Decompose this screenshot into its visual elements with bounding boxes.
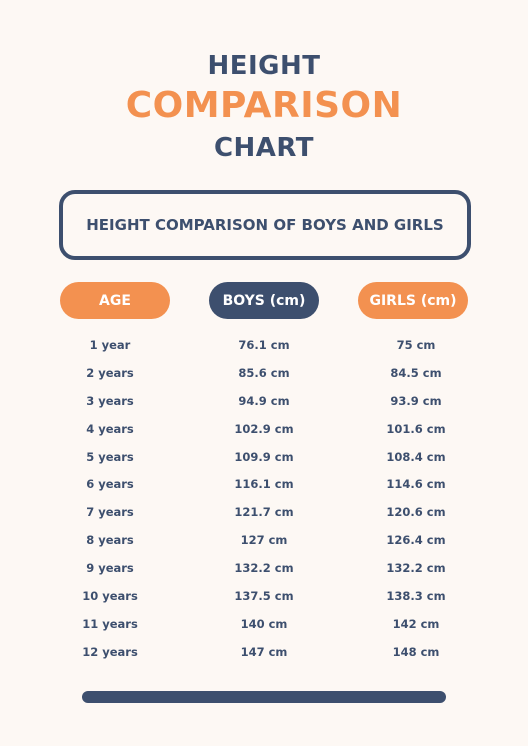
table-row: 6 years 116.1 cm 114.6 cm <box>0 473 528 501</box>
boys-height-cell: 132.2 cm <box>234 561 294 576</box>
age-cell: 2 years <box>86 365 134 380</box>
decorative-footer-bar <box>82 691 446 703</box>
boys-height-cell: 140 cm <box>240 616 288 631</box>
boys-height-cell: 121.7 cm <box>234 505 294 520</box>
girls-height-cell: 84.5 cm <box>390 365 442 380</box>
boys-height-cell: 76.1 cm <box>238 338 290 352</box>
age-cell: 12 years <box>82 644 138 659</box>
age-cell: 7 years <box>86 505 134 520</box>
table-row: 10 years 137.5 cm 138.3 cm <box>0 585 528 613</box>
title-line-height: HEIGHT <box>207 51 321 81</box>
age-cell: 10 years <box>82 589 138 604</box>
age-cell: 3 years <box>86 393 134 408</box>
boys-height-cell: 109.9 cm <box>234 449 294 464</box>
table-row: 8 years 127 cm 126.4 cm <box>0 529 528 557</box>
boys-height-cell: 127 cm <box>240 533 288 548</box>
table-row: 1 year 76.1 cm 75 cm <box>0 334 528 362</box>
page-title: HEIGHT COMPARISON CHART <box>0 48 528 166</box>
table-row: 4 years 102.9 cm 101.6 cm <box>0 418 528 446</box>
height-table: 1 year 76.1 cm 75 cm 2 years 85.6 cm 84.… <box>0 334 528 669</box>
age-cell: 4 years <box>86 421 134 436</box>
table-row: 3 years 94.9 cm 93.9 cm <box>0 390 528 418</box>
age-cell: 6 years <box>86 477 134 492</box>
girls-height-cell: 114.6 cm <box>386 477 446 492</box>
boys-height-cell: 102.9 cm <box>234 421 294 436</box>
title-line-chart: CHART <box>213 133 315 163</box>
girls-height-cell: 75 cm <box>396 338 436 352</box>
column-header-boys: BOYS (cm) <box>209 282 319 319</box>
girls-height-cell: 93.9 cm <box>390 393 442 408</box>
table-row: 2 years 85.6 cm 84.5 cm <box>0 362 528 390</box>
girls-height-cell: 132.2 cm <box>386 561 446 576</box>
subtitle-text: HEIGHT COMPARISON OF BOYS AND GIRLS <box>86 216 444 234</box>
table-row: 11 years 140 cm 142 cm <box>0 613 528 641</box>
age-cell: 11 years <box>82 616 138 631</box>
boys-height-cell: 116.1 cm <box>234 477 294 492</box>
age-cell: 1 year <box>89 338 131 352</box>
table-row: 12 years 147 cm 148 cm <box>0 641 528 669</box>
title-line-comparison: COMPARISON <box>125 85 403 126</box>
subtitle-box: HEIGHT COMPARISON OF BOYS AND GIRLS <box>59 190 471 260</box>
boys-height-cell: 85.6 cm <box>238 365 290 380</box>
girls-height-cell: 138.3 cm <box>386 589 446 604</box>
girls-height-cell: 120.6 cm <box>386 505 446 520</box>
girls-height-cell: 108.4 cm <box>386 449 446 464</box>
age-cell: 8 years <box>86 533 134 548</box>
table-row: 9 years 132.2 cm 132.2 cm <box>0 557 528 585</box>
table-row: 5 years 109.9 cm 108.4 cm <box>0 446 528 474</box>
girls-height-cell: 126.4 cm <box>386 533 446 548</box>
column-header-age: AGE <box>60 282 170 319</box>
boys-height-cell: 147 cm <box>240 644 288 659</box>
age-cell: 5 years <box>86 449 134 464</box>
girls-height-cell: 101.6 cm <box>386 421 446 436</box>
table-row: 7 years 121.7 cm 120.6 cm <box>0 501 528 529</box>
column-header-girls: GIRLS (cm) <box>358 282 468 319</box>
boys-height-cell: 94.9 cm <box>238 393 290 408</box>
boys-height-cell: 137.5 cm <box>234 589 294 604</box>
girls-height-cell: 142 cm <box>392 616 440 631</box>
age-cell: 9 years <box>86 561 134 576</box>
girls-height-cell: 148 cm <box>392 644 440 659</box>
